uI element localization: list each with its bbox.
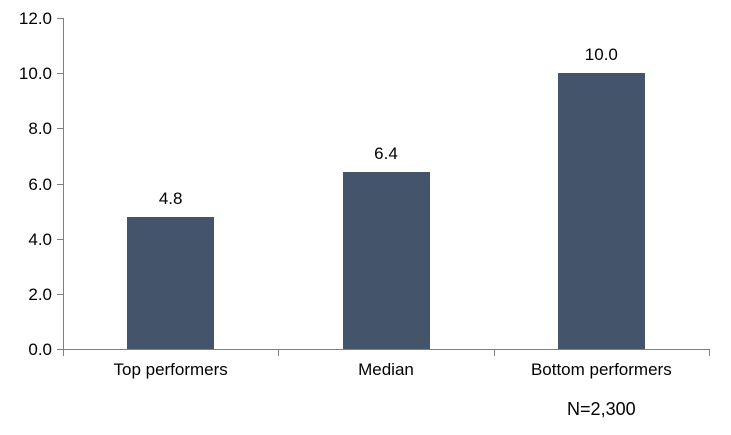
sample-size-annotation: N=2,300 xyxy=(567,399,636,419)
y-axis-tick xyxy=(57,293,63,295)
y-axis xyxy=(63,18,64,349)
y-tick-label: 0.0 xyxy=(28,340,52,359)
y-axis-tick xyxy=(57,238,63,240)
x-axis xyxy=(63,349,710,350)
x-category-label: Median xyxy=(358,360,414,379)
bar-median xyxy=(342,172,430,349)
y-axis-tick xyxy=(57,18,63,19)
y-tick-label: 12.0 xyxy=(18,9,52,28)
y-tick-label: 2.0 xyxy=(28,284,52,304)
y-tick-label: 4.0 xyxy=(28,229,52,249)
y-axis-tick xyxy=(57,349,63,350)
y-tick-label: 10.0 xyxy=(18,64,52,84)
x-category-label: Top performers xyxy=(113,360,228,379)
x-axis-tick xyxy=(493,350,495,356)
y-axis-tick xyxy=(57,73,63,75)
bar-top-performers xyxy=(127,216,215,349)
x-axis-tick xyxy=(278,350,280,356)
y-tick-label: 8.0 xyxy=(28,119,52,139)
x-axis-tick xyxy=(709,350,710,356)
bar-value-label: 10.0 xyxy=(584,45,618,65)
y-axis-tick xyxy=(57,183,63,185)
bar-value-label: 6.4 xyxy=(374,144,398,164)
bar-value-label: 4.8 xyxy=(158,188,183,208)
y-axis-tick xyxy=(57,128,63,130)
y-tick-label: 6.0 xyxy=(28,174,52,194)
bar-bottom-performers xyxy=(557,73,645,349)
x-axis-tick xyxy=(63,350,64,356)
x-category-label: Bottom performers xyxy=(530,360,672,379)
